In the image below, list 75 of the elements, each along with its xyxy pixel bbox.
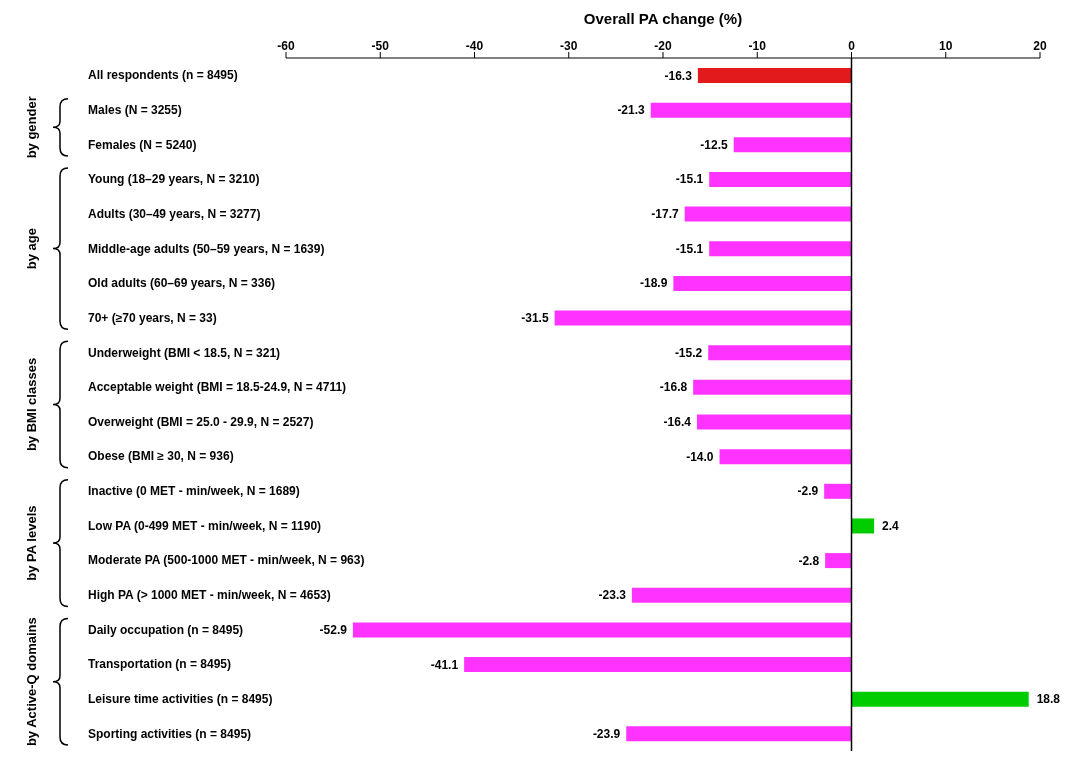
x-tick-label: -40 [465,39,484,53]
bar [719,449,852,465]
y-tick-label: 70+ (≥70 years, N = 33) [88,310,217,325]
bar [851,691,1029,707]
bar [824,483,852,499]
y-tick-label: Inactive (0 MET - min/week, N = 1689) [88,484,300,499]
text: by PA levels [24,505,39,581]
y-tick-label: Low PA (0-499 MET - min/week, N = 1190) [88,518,322,533]
y-tick-label: Obese (BMI ≥ 30, N = 936) [88,449,234,464]
x-tick-label: 10 [939,39,953,53]
data-label: -2.9 [797,484,819,499]
y-tick-label: Moderate PA (500-1000 MET - min/week, N = 963) [88,553,365,568]
y-tick-label: Middle-age adults (50–59 years, N = 1639) [88,241,325,256]
data-label: -14.0 [686,449,714,464]
bar [696,414,852,430]
data-label: 2.4 [882,518,900,533]
text: by BMI classes [24,357,39,452]
data-label: 18.8 [1036,692,1061,707]
bar [554,310,852,326]
bar [708,345,852,361]
data-label: -23.9 [592,726,621,741]
bar [673,275,852,291]
y-tick-label: Adults (30–49 years, N = 3277) [88,206,261,221]
bar [352,622,852,638]
bar [697,68,852,83]
x-tick-label: 0 [848,39,856,53]
data-label: -41.1 [430,657,459,672]
bar [650,102,852,118]
data-label: -21.3 [617,103,646,118]
data-label: -31.5 [521,311,549,326]
x-tick-label: -50 [371,39,390,53]
data-label: -23.3 [598,588,627,603]
x-tick-label: -30 [560,39,578,53]
data-label: -16.8 [659,380,688,395]
x-tick-label: 20 [1033,39,1047,53]
data-label: -16.4 [663,415,692,429]
bar [709,171,852,187]
data-label: -52.9 [319,622,348,637]
data-label: -18.9 [640,276,668,291]
text: by age [24,227,39,270]
y-tick-label: Daily occupation (n = 8495) [88,622,244,637]
data-label: -17.7 [651,207,679,222]
y-tick-label: Males (N = 3255) [88,102,182,117]
y-tick-label: Acceptable weight (BMI = 18.5-24.9, N = 4711) [88,380,347,395]
bar [851,518,875,534]
bar [693,379,852,395]
x-tick-label: -60 [277,39,295,53]
data-label: -15.1 [675,172,704,187]
bar [626,726,852,742]
bar [684,206,852,222]
bar [709,241,852,257]
y-tick-label: Leisure time activities (n = 8495) [88,692,273,707]
text: by gender [24,96,39,159]
y-tick-label: Transportation (n = 8495) [88,657,232,672]
y-tick-label: Young (18–29 years, N = 3210) [88,172,260,187]
data-label: -15.2 [674,345,703,360]
bar [631,587,852,603]
x-tick-label: -10 [748,39,767,53]
bar [464,657,852,673]
data-label: -15.1 [675,241,704,256]
x-axis-title: Overall PA change (%) [582,10,744,27]
y-tick-label: Females (N = 5240) [88,137,197,152]
y-tick-label: High PA (> 1000 MET - min/week, N = 4653) [88,588,331,603]
y-tick-label: All respondents (n = 8495) [88,68,238,83]
x-tick-label: -20 [654,39,672,53]
y-tick-label: Old adults (60–69 years, N = 336) [88,276,276,291]
data-label: -2.8 [798,553,820,568]
bar [825,553,852,569]
data-label: -12.5 [700,137,729,152]
text: by Active-Q domains [24,617,39,747]
y-tick-label: Underweight (BMI < 18.5, N = 321) [88,345,281,360]
y-tick-label: Sporting activities (n = 8495) [88,726,252,741]
data-label: -16.3 [664,68,693,83]
bar [733,137,852,153]
y-tick-label: Overweight (BMI = 25.0 - 29.9, N = 2527) [88,414,314,429]
